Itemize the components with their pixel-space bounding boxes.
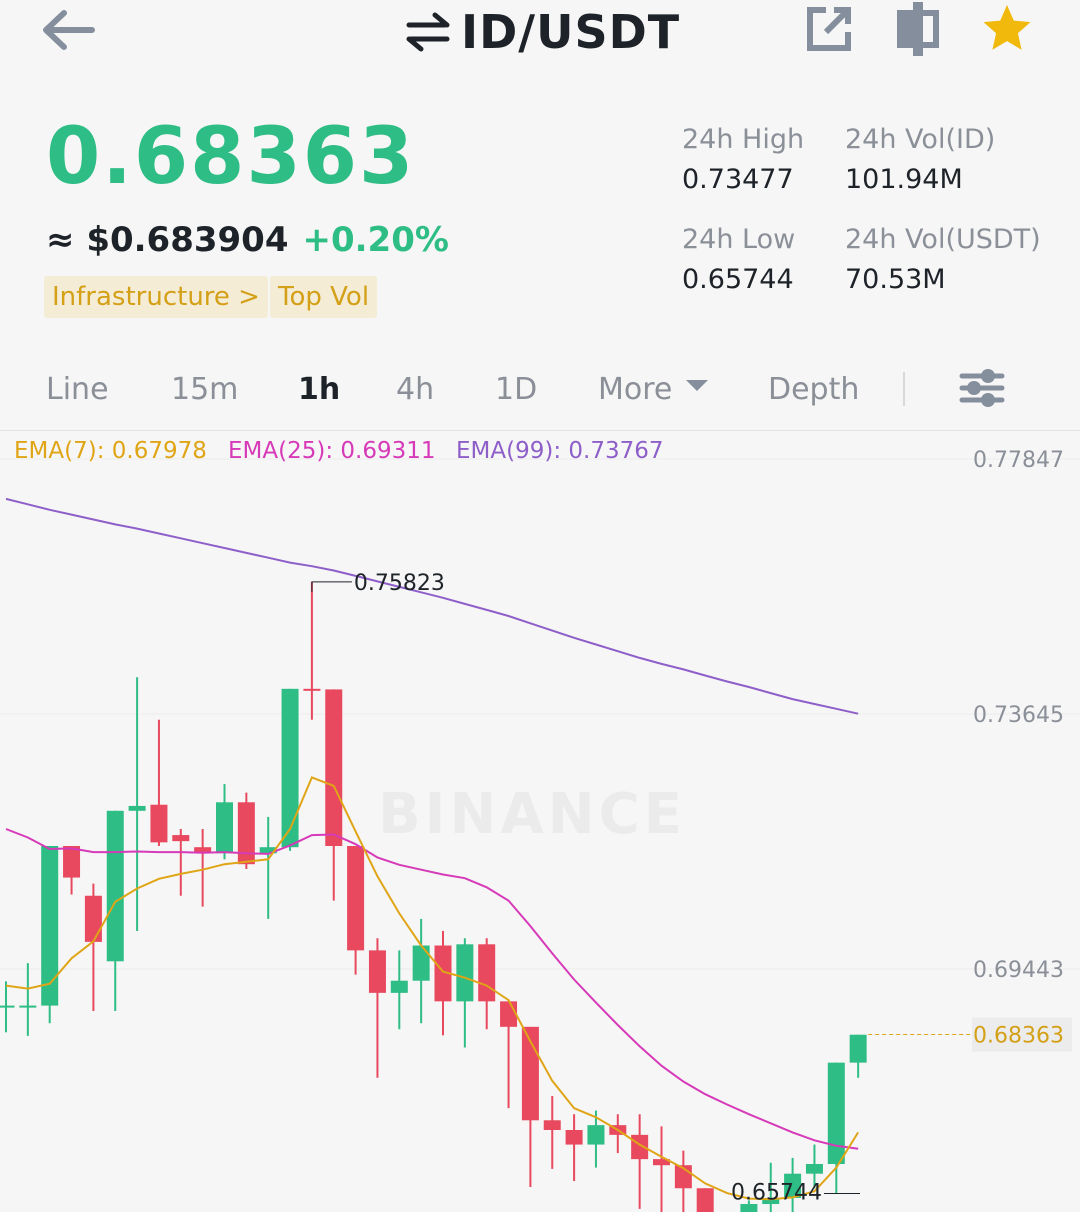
tab-more[interactable]: More [598,372,673,407]
current-price-label: 0.68363 [973,1024,1064,1049]
ema7-legend: EMA(7): 0.67978 [14,438,207,464]
candle-body [434,945,452,1002]
category-tag-infrastructure[interactable]: Infrastructure > [44,276,268,318]
y-axis-label: 0.73645 [973,703,1064,728]
current-price-tag [972,1017,1072,1052]
compare-icon[interactable] [893,2,943,56]
high-marker-line [311,581,352,592]
candle-body [543,1120,561,1130]
ema7-line [5,776,859,1201]
tab-4h[interactable]: 4h [396,372,435,407]
candle-body [281,688,299,848]
ema25-legend: EMA(25): 0.69311 [228,438,436,464]
candle-body [478,944,496,1002]
chart-settings-icon[interactable] [958,366,1006,410]
candle-body [390,980,408,993]
candle-body [805,1163,823,1174]
candle-body [303,688,321,691]
usd-approx-price: ≈ $0.683904 [46,220,289,260]
top-bar: ID/USDT [0,0,1080,70]
candle-body [325,689,343,846]
tab-1h[interactable]: 1h [298,372,341,407]
stat-low-label: 24h Low [682,224,796,255]
candle-body [784,1173,802,1198]
watermark: BINANCE [378,782,686,847]
last-price: 0.68363 [46,112,416,202]
chevron-down-icon [686,380,708,391]
candle-body [347,845,365,951]
candle-body [500,1001,518,1027]
candle-body [565,1129,583,1145]
tab-15m[interactable]: 15m [171,372,239,407]
candle-body [587,1125,605,1145]
candle-body [368,950,386,993]
candle-body [849,1034,867,1063]
ema99-legend: EMA(99): 0.73767 [456,438,664,464]
candle-body [106,810,124,962]
favorite-star-icon[interactable] [980,2,1034,56]
pair-selector[interactable]: ID/USDT [405,2,680,62]
stat-vol-quote-value: 70.53M [845,264,946,295]
divider [0,430,1080,431]
candle-body [216,802,233,854]
candle-body [696,1188,714,1212]
candle-body [19,1005,37,1008]
ema25-line [5,828,859,1150]
candle-body [412,945,430,981]
back-arrow-icon[interactable] [38,8,98,52]
tab-1d[interactable]: 1D [495,372,538,407]
tab-depth[interactable]: Depth [768,372,860,407]
interval-tabs: Line 15m 1h 4h 1D More Depth [0,356,1080,426]
candle-body [194,847,212,854]
candle-body [740,1204,758,1212]
price-change-percent: +0.20% [302,220,449,260]
candle-body [259,847,277,854]
candle-body [128,805,146,811]
candle-body [762,1197,780,1205]
stat-vol-base-value: 101.94M [845,164,963,195]
y-axis-label: 0.77847 [973,448,1064,473]
candlestick-chart[interactable]: 0.77847 0.73645 0.69443 0.68363 0.75823 0.657… [0,432,1080,1212]
ema99-line [5,497,859,715]
stat-vol-base-label: 24h Vol(ID) [845,124,996,155]
candle-body [172,835,190,842]
y-axis-label: 0.69443 [973,958,1064,983]
stat-vol-quote-label: 24h Vol(USDT) [845,224,1041,255]
candle-body [150,804,168,843]
candle-body [0,1005,15,1008]
tab-divider [903,372,905,406]
stat-high-value: 0.73477 [682,164,794,195]
candle-body [653,1159,670,1166]
usd-price-line: ≈ $0.683904 +0.20% [46,220,449,260]
candle-body [63,845,81,878]
pair-title: ID/USDT [461,5,681,59]
category-tag-top-vol[interactable]: Top Vol [270,276,378,318]
stat-low-value: 0.65744 [682,264,794,295]
candle-body [41,845,59,1006]
candle-body [84,895,102,942]
candle-body [827,1062,845,1164]
stat-high-label: 24h High [682,124,805,155]
tab-line[interactable]: Line [46,372,109,407]
candle-body [237,802,255,865]
high-marker-label: 0.75823 [354,571,445,596]
candle-body [456,944,474,1002]
low-marker-label: 0.65744 [731,1180,822,1205]
swap-arrows-icon [406,12,450,52]
share-icon[interactable] [804,4,854,54]
